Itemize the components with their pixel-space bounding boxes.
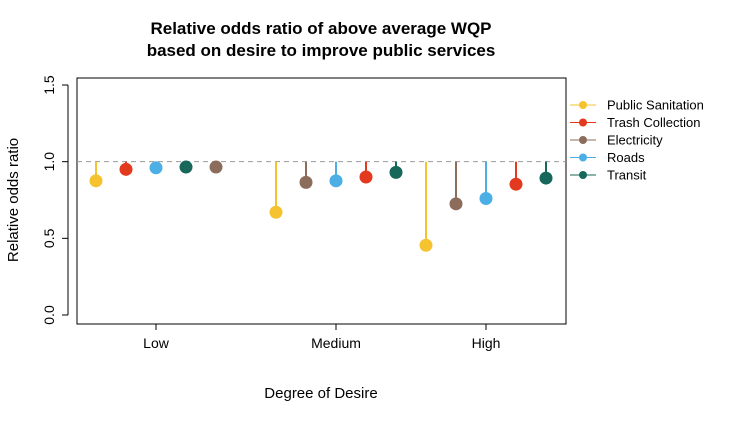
x-tick-label: Medium <box>311 335 361 351</box>
point-public-sanitation <box>89 174 103 188</box>
y-tick-label: 1.5 <box>41 75 57 95</box>
point-electricity <box>449 197 463 211</box>
legend-marker-electricity <box>579 136 587 144</box>
y-tick-label: 0.0 <box>41 305 57 325</box>
x-axis: Low Medium High <box>143 323 501 351</box>
legend-label-trash-collection: Trash Collection <box>607 115 700 130</box>
point-public-sanitation <box>419 238 433 252</box>
chart-title-line-2: based on desire to improve public servic… <box>147 41 496 60</box>
legend-label-public-sanitation: Public Sanitation <box>607 98 704 113</box>
data-marks <box>89 160 553 252</box>
legend-marker-public-sanitation <box>579 101 587 109</box>
x-axis-label: Degree of Desire <box>264 385 377 402</box>
legend-marker-roads <box>579 153 587 162</box>
y-tick-label: 0.5 <box>41 228 57 248</box>
point-electricity <box>209 160 223 174</box>
legend-label-electricity: Electricity <box>607 133 663 148</box>
y-axis: 0.0 0.5 1.0 1.5 <box>41 75 69 325</box>
point-public-sanitation <box>269 205 283 219</box>
point-transit <box>389 165 403 179</box>
point-transit <box>539 171 553 185</box>
x-tick-label: High <box>472 335 501 351</box>
y-axis-label: Relative odds ratio <box>5 138 22 262</box>
y-tick-label: 1.0 <box>41 152 57 172</box>
legend-marker-transit <box>579 171 587 179</box>
point-trash-collection <box>359 170 373 184</box>
x-tick-label: Low <box>143 335 170 351</box>
plot-box <box>76 77 567 325</box>
point-roads <box>479 191 493 205</box>
legend-label-transit: Transit <box>607 168 647 183</box>
legend-label-roads: Roads <box>607 150 645 165</box>
chart-title-line-1: Relative odds ratio of above average WQP <box>150 19 491 38</box>
legend: Public Sanitation Trash Collection Electri… <box>570 98 704 183</box>
point-transit <box>179 160 193 174</box>
point-roads <box>149 161 163 175</box>
point-trash-collection <box>119 162 133 176</box>
legend-marker-trash-collection <box>579 118 587 127</box>
point-trash-collection <box>509 177 523 191</box>
point-roads <box>329 174 343 188</box>
point-electricity <box>299 175 313 189</box>
